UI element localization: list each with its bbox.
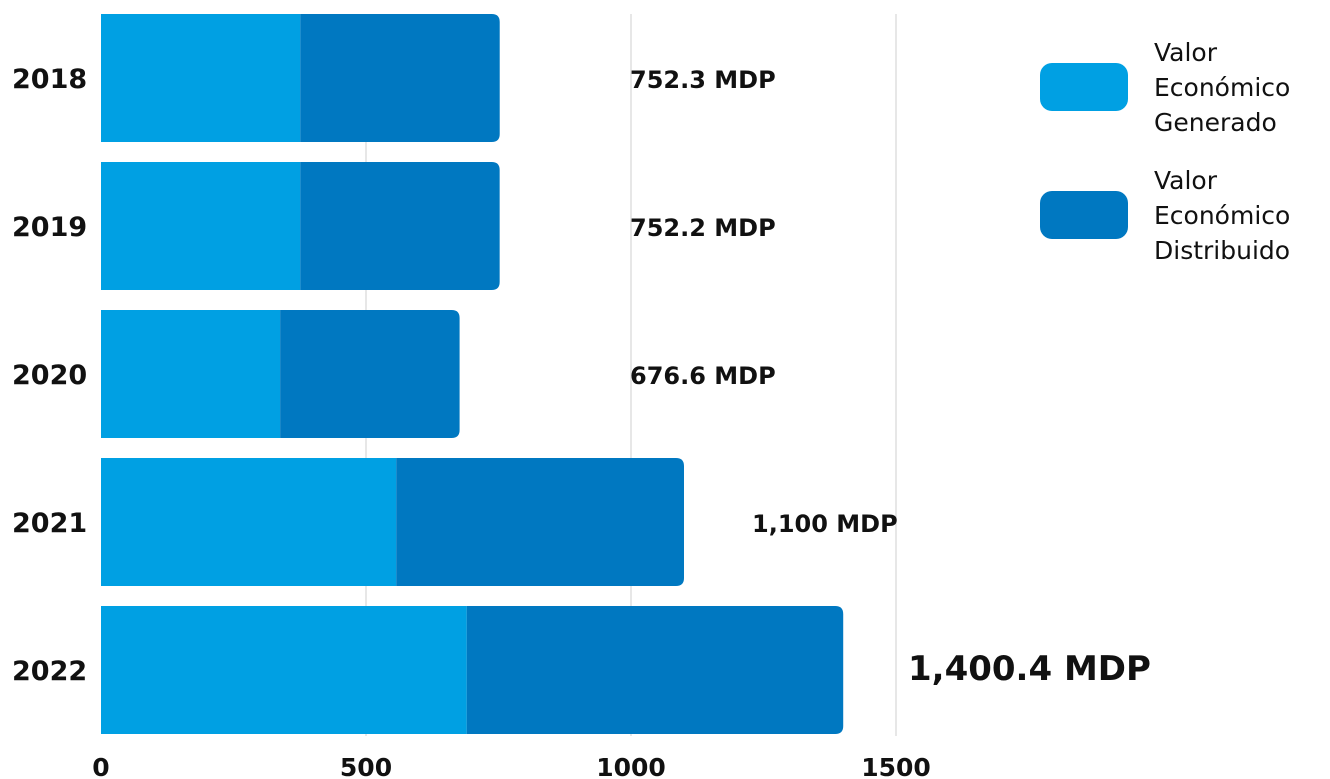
bar-2018-generado [101,14,301,142]
xtick-1000: 1000 [596,753,666,779]
legend-swatch-generado [1040,63,1128,111]
data-label-2018: 752.3 MDP [630,66,776,94]
legend-label-generado: Valor Económico Generado [1154,37,1291,137]
data-label-2021: 1,100 MDP [752,510,898,538]
bar-2022-generado [101,606,467,734]
ytick-2022: 2022 [12,656,87,687]
ytick-2019: 2019 [12,212,87,243]
data-label-2020: 676.6 MDP [630,362,776,390]
xtick-0: 0 [92,753,109,779]
legend-item-distribuido: Valor Económico Distribuido [1040,156,1330,274]
bar-2021-distribuido [396,458,684,586]
bar-2019-distribuido [300,162,500,290]
legend-label-distribuido: Valor Económico Distribuido [1154,165,1291,265]
bar-2022-distribuido [466,606,844,734]
data-label-2022: 1,400.4 MDP [908,649,1151,689]
ytick-2018: 2018 [12,64,87,95]
legend-swatch-distribuido [1040,191,1128,239]
bar-2020-distribuido [280,310,460,438]
bar-2019-generado [101,162,301,290]
xtick-500: 500 [340,753,392,779]
bar-2021-generado [101,458,397,586]
bar-2020-generado [101,310,281,438]
bar-2018-distribuido [300,14,500,142]
ytick-2020: 2020 [12,360,87,391]
xtick-1500: 1500 [861,753,931,779]
legend-item-generado: Valor Económico Generado [1040,28,1330,146]
legend: Valor Económico Generado Valor Económico… [1040,28,1330,284]
data-label-2019: 752.2 MDP [630,214,776,242]
ytick-2021: 2021 [12,508,87,539]
